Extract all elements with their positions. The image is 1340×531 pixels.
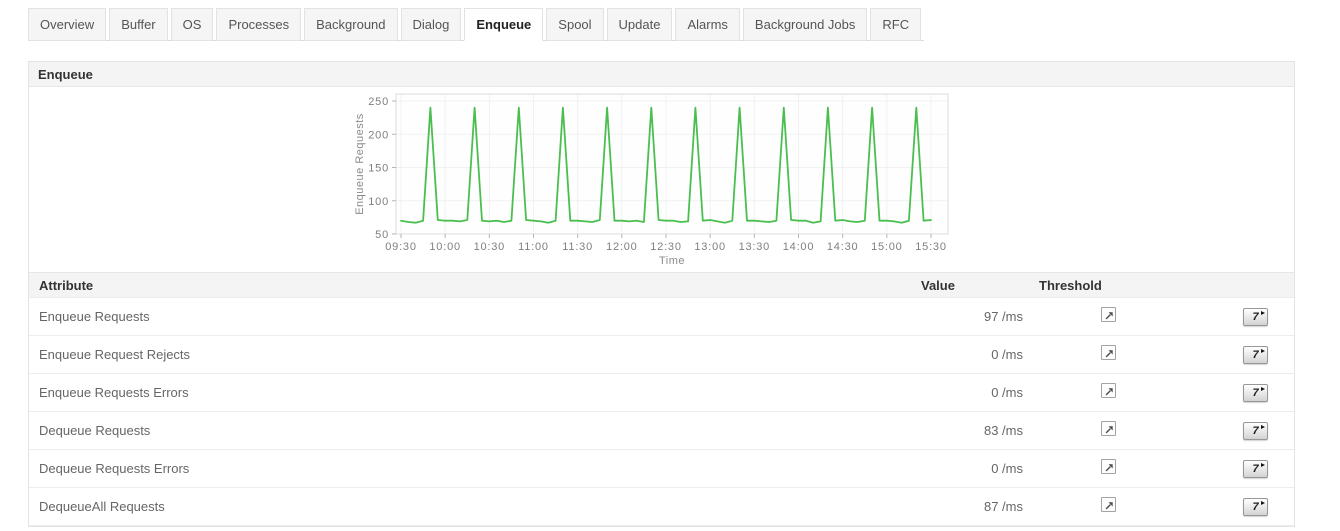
edit-threshold-button[interactable] [1101,345,1116,360]
svg-text:12:00: 12:00 [606,241,638,253]
header-value: Value [921,277,955,293]
svg-text:15:00: 15:00 [871,241,903,253]
svg-text:250: 250 [368,96,389,108]
svg-text:10:00: 10:00 [429,241,461,253]
play-arrow-icon [1261,348,1265,353]
play-arrow-icon [1261,310,1265,315]
play-arrow-icon [1261,386,1265,391]
attribute-value: 87 /ms [983,499,1023,514]
history-graph-button-label: 7 [1252,310,1259,323]
chart-area: 50 100 150 200 250 09:30 10:00 10:30 11:00 11:30 1… [29,87,1294,272]
table-row: Enqueue Requests 97 /ms 7 [29,298,1294,336]
edit-threshold-button[interactable] [1101,383,1116,398]
tab-os[interactable]: OS [170,8,214,41]
header-attribute: Attribute [39,277,94,293]
threshold-arrow-icon [1105,312,1113,320]
attribute-label: Dequeue Requests [39,423,151,438]
edit-threshold-button[interactable] [1101,307,1116,322]
attribute-label: Enqueue Requests Errors [39,385,189,400]
svg-text:11:00: 11:00 [518,241,549,253]
attribute-label: Dequeue Requests Errors [39,461,190,476]
play-arrow-icon [1261,500,1265,505]
header-threshold: Threshold [1039,277,1102,293]
enqueue-requests-chart: 50 100 150 200 250 09:30 10:00 10:30 11:00 11:30 1… [354,93,949,267]
attribute-label: Enqueue Requests [39,309,150,324]
threshold-arrow-icon [1105,502,1113,510]
history-graph-button-label: 7 [1252,424,1259,437]
tab-rfc[interactable]: RFC [870,8,922,41]
page-content: Overview Buffer OS Processes Background Dialo… [28,8,1295,527]
table-row: Dequeue Requests 83 /ms 7 [29,412,1294,450]
history-graph-button-label: 7 [1252,348,1259,361]
history-graph-button[interactable]: 7 [1243,307,1268,326]
history-graph-button-label: 7 [1252,500,1259,513]
history-graph-button[interactable]: 7 [1243,459,1268,478]
svg-text:Time: Time [659,255,685,267]
attribute-value: 0 /ms [991,347,1023,362]
table-row: Enqueue Requests Errors 0 /ms 7 [29,374,1294,412]
svg-text:13:30: 13:30 [739,241,771,253]
play-arrow-icon [1261,462,1265,467]
threshold-arrow-icon [1105,426,1113,434]
svg-text:100: 100 [368,196,389,208]
tab-processes[interactable]: Processes [216,8,302,41]
history-graph-button[interactable]: 7 [1243,383,1268,402]
tab-spool[interactable]: Spool [546,8,604,41]
tab-enqueue[interactable]: Enqueue [464,8,544,41]
attribute-label: Enqueue Request Rejects [39,347,191,362]
history-graph-button-label: 7 [1252,386,1259,399]
edit-threshold-button[interactable] [1101,421,1116,436]
threshold-arrow-icon [1105,388,1113,396]
svg-text:09:30: 09:30 [385,241,417,253]
history-graph-button[interactable]: 7 [1243,421,1268,440]
tab-alarms[interactable]: Alarms [675,8,740,41]
enqueue-panel: Enqueue 50 100 150 200 250 09:30 10:00 10:30 11:… [28,61,1295,527]
edit-threshold-button[interactable] [1101,497,1116,512]
svg-text:11:30: 11:30 [562,241,593,253]
attribute-value: 97 /ms [983,309,1023,324]
history-graph-button[interactable]: 7 [1243,345,1268,364]
attribute-value: 83 /ms [983,423,1023,438]
svg-text:14:00: 14:00 [783,241,815,253]
svg-text:14:30: 14:30 [827,241,859,253]
attribute-value: 0 /ms [991,461,1023,476]
tab-background[interactable]: Background [304,8,398,41]
history-graph-button[interactable]: 7 [1243,497,1268,516]
svg-text:10:30: 10:30 [474,241,506,253]
threshold-arrow-icon [1105,350,1113,358]
history-graph-button-label: 7 [1252,462,1259,475]
table-row: Dequeue Requests Errors 0 /ms 7 [29,450,1294,488]
svg-text:Enqueue Requests: Enqueue Requests [354,113,366,215]
svg-text:13:00: 13:00 [694,241,726,253]
monitor-tabstrip: Overview Buffer OS Processes Background Dialo… [28,8,925,41]
svg-text:150: 150 [368,163,389,175]
tab-update[interactable]: Update [606,8,673,41]
tab-overview[interactable]: Overview [28,8,107,41]
table-row: DequeueAll Requests 87 /ms 7 [29,488,1294,526]
attribute-value: 0 /ms [991,385,1023,400]
table-body: Enqueue Requests 97 /ms 7 [29,298,1294,526]
tab-dialog[interactable]: Dialog [400,8,462,41]
svg-text:12:30: 12:30 [650,241,682,253]
table-header-row: Attribute Value Threshold [29,272,1294,298]
svg-text:50: 50 [375,229,389,241]
svg-text:200: 200 [368,129,389,141]
section-title: Enqueue [29,62,1294,87]
attribute-label: DequeueAll Requests [39,499,165,514]
svg-text:15:30: 15:30 [915,241,947,253]
threshold-arrow-icon [1105,464,1113,472]
tab-background-jobs[interactable]: Background Jobs [742,8,868,41]
table-row: Enqueue Request Rejects 0 /ms 7 [29,336,1294,374]
tab-buffer[interactable]: Buffer [109,8,168,41]
play-arrow-icon [1261,424,1265,429]
edit-threshold-button[interactable] [1101,459,1116,474]
